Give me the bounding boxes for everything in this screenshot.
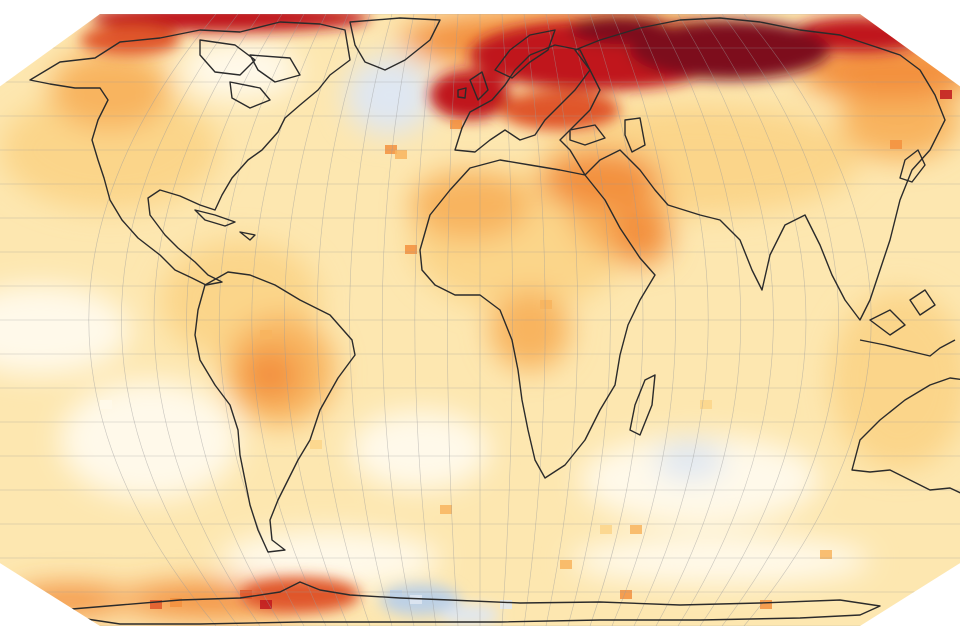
grid-cell <box>940 90 952 99</box>
meridian-line <box>699 14 807 626</box>
meridian-line <box>633 14 709 626</box>
meridian-line <box>721 14 839 626</box>
grid-cell <box>560 560 572 569</box>
grid-cell <box>170 598 182 607</box>
anomaly-patch-warm <box>10 585 130 615</box>
coast-asia <box>559 17 946 321</box>
coastlines <box>29 17 960 625</box>
meridian-line <box>655 14 742 626</box>
coast-south-america <box>194 271 356 553</box>
coast-black-sea <box>569 124 606 146</box>
anomaly-patch-mid <box>410 170 530 240</box>
anomaly-patch-mid <box>50 50 170 130</box>
meridian-line <box>589 14 644 626</box>
anomaly-patch-neutral <box>580 435 820 525</box>
grid-cell <box>630 525 642 534</box>
coast-japan <box>899 149 926 183</box>
grid-cell <box>440 505 452 514</box>
meridian-line <box>381 14 415 626</box>
grid-cell <box>620 590 632 599</box>
anomaly-grid-cells <box>100 90 952 609</box>
anomaly-patch-mid <box>840 80 960 160</box>
anomaly-patch-neutral <box>180 40 300 100</box>
grid-cell <box>260 600 272 609</box>
anomaly-patch-hot <box>500 90 620 130</box>
coast-indonesia <box>859 289 956 357</box>
meridian-line <box>316 14 371 626</box>
coast-british-isles <box>457 71 489 101</box>
anomaly-patch-neutral <box>570 535 870 585</box>
coast-caspian <box>624 117 646 153</box>
meridian-line <box>88 14 217 626</box>
anomaly-patch-hot <box>80 25 180 55</box>
meridian-line <box>677 14 774 626</box>
grid-cell <box>310 440 322 449</box>
anomaly-patch-red <box>90 14 370 32</box>
anomaly-patch-darkred <box>630 20 830 80</box>
anomaly-patch-warm <box>540 150 660 210</box>
meridian-line <box>121 14 239 626</box>
coast-arctic-islands <box>199 39 301 109</box>
grid-cell <box>150 600 162 609</box>
grid-cell <box>385 145 397 154</box>
anomaly-patch-neutral <box>350 410 490 490</box>
coast-australia <box>851 377 960 496</box>
graticule-lines <box>0 14 960 626</box>
anomaly-patch-neutral <box>0 285 130 375</box>
coast-africa <box>419 159 656 479</box>
grid-cell <box>760 600 772 609</box>
grid-cell <box>395 150 407 159</box>
meridian-line <box>545 14 579 626</box>
meridian-line <box>251 14 327 626</box>
meridian-line <box>447 14 459 626</box>
anomaly-patch-neutral <box>60 380 240 500</box>
meridian-line <box>186 14 283 626</box>
anomaly-patch-warm <box>610 205 670 265</box>
grid-cell <box>890 140 902 149</box>
coast-antarctica <box>59 581 881 625</box>
meridian-line <box>414 14 437 626</box>
meridian-line <box>523 14 546 626</box>
coast-madagascar <box>629 374 656 436</box>
grid-cell <box>600 525 612 534</box>
coast-greenland <box>349 17 441 71</box>
grid-cell <box>500 600 512 609</box>
coast-scandinavia <box>494 29 556 79</box>
grid-cell <box>260 330 272 339</box>
grid-cell <box>240 590 252 599</box>
anomaly-patch-light <box>830 290 960 470</box>
grid-cell <box>405 245 417 254</box>
anomaly-patch-darkred <box>570 16 670 44</box>
meridian-line <box>284 14 349 626</box>
grid-cell <box>700 400 712 409</box>
grid-cell <box>540 300 552 309</box>
grid-cell <box>450 120 462 129</box>
meridian-line <box>611 14 676 626</box>
anomaly-patch-warm <box>242 350 298 400</box>
grid-cell <box>390 590 402 599</box>
grid-cell <box>410 595 422 604</box>
meridian-line <box>349 14 393 626</box>
anomaly-patch-red <box>430 70 510 120</box>
grid-cell <box>820 550 832 559</box>
anomaly-patch-cool <box>345 55 435 135</box>
meridian-line <box>153 14 261 626</box>
meridian-line <box>501 14 513 626</box>
anomaly-patch-cool <box>440 605 500 625</box>
anomaly-patch-cool <box>655 440 725 480</box>
anomaly-patch-mid <box>490 290 570 370</box>
coast-caribbean <box>194 209 256 241</box>
grid-cell <box>100 400 112 409</box>
coast-north-america <box>29 21 351 286</box>
anomaly-patch-neutral <box>220 530 440 590</box>
meridian-line <box>567 14 611 626</box>
